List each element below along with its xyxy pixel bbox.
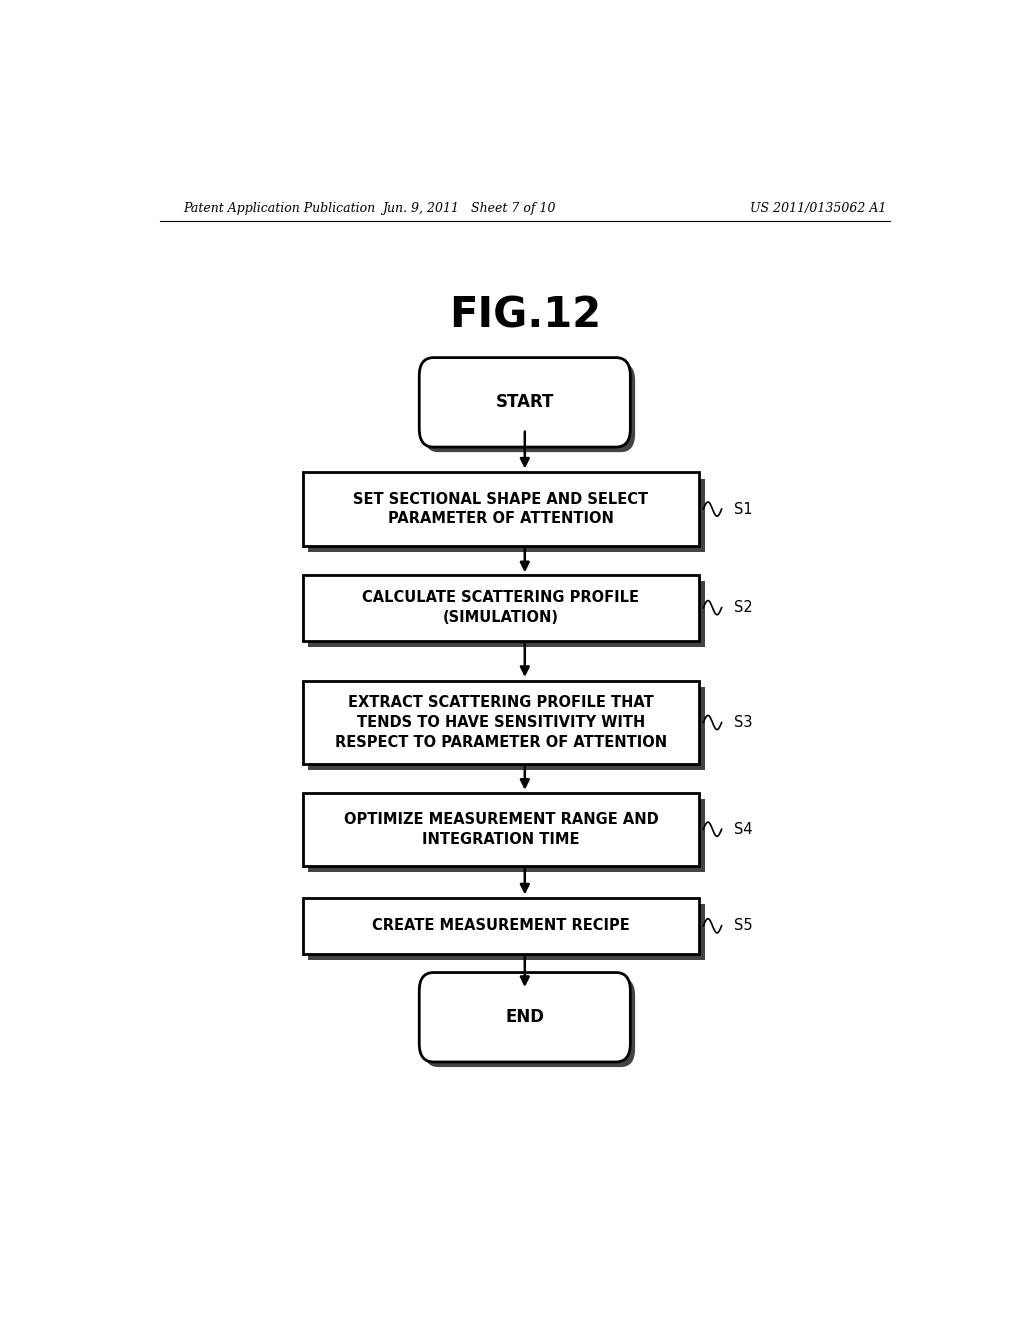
Text: Patent Application Publication: Patent Application Publication — [183, 202, 376, 215]
Text: SET SECTIONAL SHAPE AND SELECT
PARAMETER OF ATTENTION: SET SECTIONAL SHAPE AND SELECT PARAMETER… — [353, 491, 648, 527]
Text: FIG.12: FIG.12 — [449, 294, 601, 337]
Bar — [308, 686, 705, 771]
Bar — [308, 479, 705, 552]
Text: CREATE MEASUREMENT RECIPE: CREATE MEASUREMENT RECIPE — [372, 919, 630, 933]
Bar — [303, 792, 699, 866]
Text: Jun. 9, 2011   Sheet 7 of 10: Jun. 9, 2011 Sheet 7 of 10 — [383, 202, 556, 215]
Bar — [303, 681, 699, 764]
Bar — [303, 898, 699, 954]
Bar — [303, 574, 699, 640]
Text: US 2011/0135062 A1: US 2011/0135062 A1 — [751, 202, 887, 215]
Text: START: START — [496, 393, 554, 412]
Bar — [308, 904, 705, 960]
FancyBboxPatch shape — [419, 358, 631, 447]
Text: EXTRACT SCATTERING PROFILE THAT
TENDS TO HAVE SENSITIVITY WITH
RESPECT TO PARAME: EXTRACT SCATTERING PROFILE THAT TENDS TO… — [335, 696, 667, 750]
Text: END: END — [505, 1008, 545, 1026]
Text: S1: S1 — [733, 502, 753, 516]
FancyBboxPatch shape — [424, 363, 635, 453]
Text: S3: S3 — [733, 715, 752, 730]
Bar — [308, 581, 705, 647]
Text: CALCULATE SCATTERING PROFILE
(SIMULATION): CALCULATE SCATTERING PROFILE (SIMULATION… — [362, 590, 640, 626]
Bar — [303, 473, 699, 545]
FancyBboxPatch shape — [419, 973, 631, 1063]
Text: S4: S4 — [733, 822, 753, 837]
Text: S2: S2 — [733, 601, 753, 615]
FancyBboxPatch shape — [424, 978, 635, 1067]
Text: S5: S5 — [733, 919, 753, 933]
Text: OPTIMIZE MEASUREMENT RANGE AND
INTEGRATION TIME: OPTIMIZE MEASUREMENT RANGE AND INTEGRATI… — [344, 812, 658, 846]
Bar — [308, 799, 705, 873]
